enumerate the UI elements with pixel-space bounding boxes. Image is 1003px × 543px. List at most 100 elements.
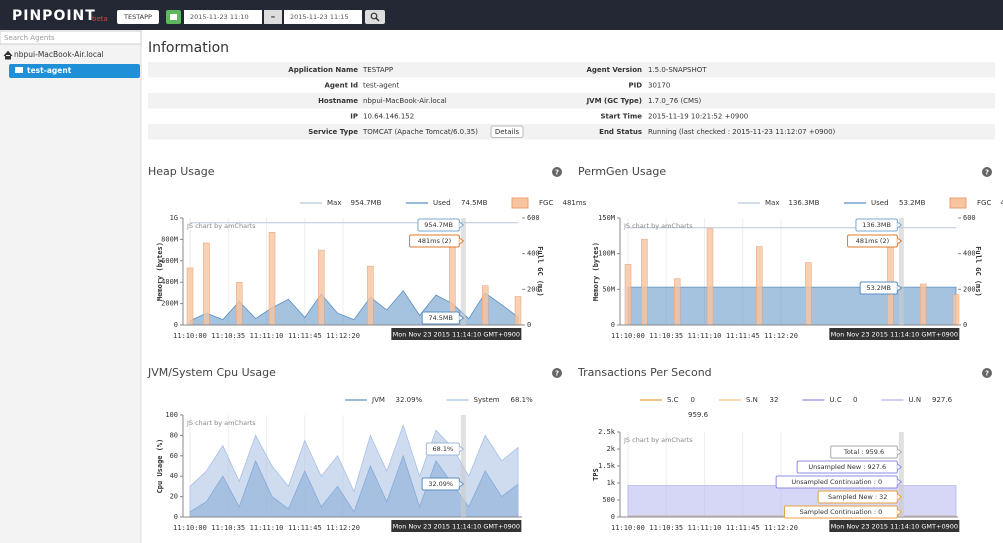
y-tick-label: 1.5k xyxy=(598,462,616,470)
legend-name[interactable]: Max xyxy=(327,199,341,207)
value-tooltip-text: Unsampled Continuation : 0 xyxy=(791,478,882,486)
y-axis-title: Memory (bytes) xyxy=(156,242,164,301)
legend-name[interactable]: System xyxy=(474,396,500,404)
x-tick-label: 11:12:20 xyxy=(326,332,360,340)
info-value: nbpui-MacBook-Air.local xyxy=(363,97,447,105)
fgc-bar xyxy=(624,264,632,326)
value-tooltip-text: Sampled New : 32 xyxy=(828,493,887,501)
info-row xyxy=(148,77,995,93)
x-tick-label: 11:10:35 xyxy=(649,332,683,340)
info-label: Hostname xyxy=(318,97,358,105)
y2-axis-title: Full GC (ms) xyxy=(536,246,544,297)
x-tick-label: 11:10:00 xyxy=(611,524,645,532)
tooltip-pointer xyxy=(897,448,903,456)
app-button[interactable] xyxy=(117,10,159,24)
host-name[interactable]: nbpui-MacBook-Air.local xyxy=(14,50,104,59)
value-tooltip-text: Unsampled New : 927.6 xyxy=(808,463,886,471)
tooltip-pointer xyxy=(897,463,903,471)
tooltip-pointer xyxy=(897,478,903,486)
fgc-bar xyxy=(755,246,763,326)
legend-name[interactable]: S.N xyxy=(746,396,758,404)
details-button[interactable] xyxy=(490,125,524,138)
fgc-bar xyxy=(235,281,243,326)
fgc-bar xyxy=(919,283,927,326)
legend-name[interactable]: U.C xyxy=(830,396,842,404)
help-mark: ? xyxy=(985,370,989,378)
y2-tick-label: 400 xyxy=(527,250,540,258)
legend-total: 959.6 xyxy=(688,411,709,419)
y-axis-title: Cpu Usage (%) xyxy=(156,439,164,494)
y-tick-label: 1k xyxy=(607,479,616,487)
to-input[interactable] xyxy=(284,10,362,24)
help-icon[interactable] xyxy=(982,167,992,177)
info-value: TESTAPP xyxy=(362,66,393,74)
x-tick-label: 11:12:20 xyxy=(764,524,798,532)
legend-name[interactable]: S.C xyxy=(667,396,679,404)
legend-name[interactable]: U.N xyxy=(909,396,922,404)
legend-value: 0 xyxy=(691,396,695,404)
x-tick-label: 11:11:10 xyxy=(688,332,722,340)
help-icon[interactable] xyxy=(982,368,992,378)
info-row xyxy=(148,62,995,78)
fgc-bar xyxy=(805,262,812,326)
info-label: IP xyxy=(350,113,358,121)
search-button[interactable] xyxy=(365,10,385,24)
fgc-bar xyxy=(641,239,648,326)
watermark: JS chart by amCharts xyxy=(623,436,693,444)
search-placeholder: Search Agents xyxy=(4,34,55,42)
fgc-bar xyxy=(268,232,276,326)
agent-row[interactable] xyxy=(9,64,140,78)
fgc-bar xyxy=(367,265,374,326)
y-tick-label: 0 xyxy=(611,513,615,521)
legend-name[interactable]: FGC xyxy=(977,199,991,207)
info-value: 1.5.0-SNAPSHOT xyxy=(648,66,707,74)
info-label: Agent Version xyxy=(586,66,642,74)
logo[interactable]: PINPOINT xyxy=(12,8,96,24)
from-value: 2015-11-23 11:10 xyxy=(190,13,249,21)
to-value: 2015-11-23 11:15 xyxy=(290,13,349,21)
y2-tick-label: 600 xyxy=(963,214,976,222)
tooltip-pointer xyxy=(459,314,465,322)
agent-icon xyxy=(15,67,23,73)
from-input[interactable] xyxy=(184,10,262,24)
fgc-bar xyxy=(673,278,681,326)
y2-tick-label: 400 xyxy=(963,250,976,258)
legend-swatch xyxy=(511,197,529,209)
y-tick-label: 600M xyxy=(161,257,178,265)
legend-name[interactable]: Used xyxy=(433,199,451,207)
value-tooltip-text: 481ms (2) xyxy=(418,237,451,245)
agent-search[interactable] xyxy=(0,30,142,45)
agent-name: test-agent xyxy=(27,66,72,75)
info-label: JVM (GC Type) xyxy=(586,97,642,105)
cursor xyxy=(898,432,904,517)
fgc-bar xyxy=(317,249,325,326)
area xyxy=(189,423,519,518)
calendar-icon xyxy=(170,14,177,20)
time-tooltip-text: Mon Nov 23 2015 11:14:10 GMT+0900 xyxy=(831,331,958,339)
legend-name[interactable]: Used xyxy=(871,199,889,207)
y-tick-label: 1G xyxy=(170,214,178,222)
legend-name[interactable]: Max xyxy=(765,199,779,207)
chart-title: Transactions Per Second xyxy=(577,366,712,379)
y-tick-label: 60 xyxy=(170,452,178,460)
chart-title: Heap Usage xyxy=(148,165,215,178)
legend-name[interactable]: FGC xyxy=(539,199,553,207)
y-tick-label: 800M xyxy=(161,235,178,243)
value-tooltip-text: 136.3MB xyxy=(862,221,891,229)
value-tooltip-text: 68.1% xyxy=(433,445,454,453)
time-tooltip xyxy=(391,520,522,532)
value-tooltip-text: Sampled Continuation : 0 xyxy=(800,508,883,516)
chart-panel: Transactions Per Second ? 11:10:00 11:10:35… xyxy=(577,366,992,532)
legend-value: 481ms xyxy=(563,199,587,207)
legend-value: 53.2MB xyxy=(899,199,926,207)
fgc-bar xyxy=(952,294,960,326)
info-value: 10.64.146.152 xyxy=(363,113,414,121)
help-icon[interactable] xyxy=(552,368,562,378)
x-tick-label: 11:11:10 xyxy=(250,332,284,340)
y-tick-label: 150M xyxy=(598,214,615,222)
y2-tick-label: 0 xyxy=(527,321,531,329)
help-icon[interactable] xyxy=(552,167,562,177)
legend-name[interactable]: JVM xyxy=(371,396,385,404)
info-row xyxy=(148,124,995,140)
y2-tick-label: 200 xyxy=(963,285,976,293)
